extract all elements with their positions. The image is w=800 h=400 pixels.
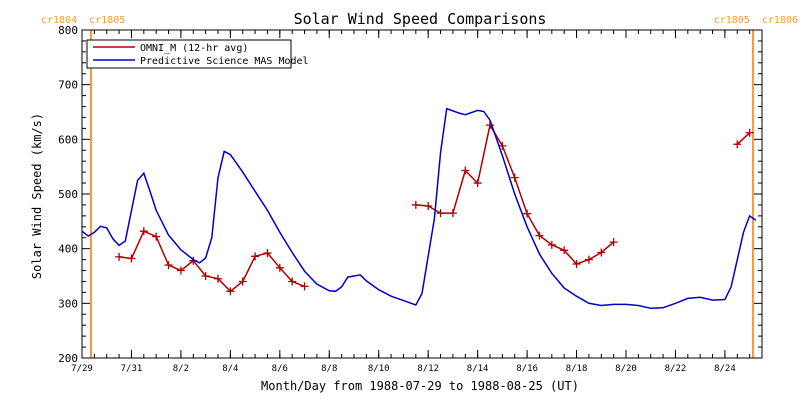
y-axis-label: Solar Wind Speed (km/s) [30, 113, 44, 279]
data-point-omni-0-2 [139, 227, 148, 236]
data-point-omni-0-3 [152, 232, 161, 241]
y-tick-label-0: 200 [58, 352, 78, 365]
y-tick-label-2: 400 [58, 243, 78, 256]
data-point-omni-0-15 [300, 282, 309, 291]
y-tick-label-6: 800 [58, 24, 78, 37]
data-point-omni-1-9 [523, 209, 532, 218]
data-point-omni-0-10 [238, 277, 247, 286]
x-tick-label-6: 8/10 [368, 364, 390, 374]
data-point-omni-0-4 [164, 261, 173, 270]
series-group [82, 107, 757, 310]
x-tick-label-12: 8/22 [665, 364, 687, 374]
data-point-omni-1-3 [448, 209, 457, 218]
data-point-omni-0-13 [275, 263, 284, 272]
legend-label-omni: OMNI_M (12-hr avg) [140, 43, 248, 54]
data-point-omni-1-4 [461, 166, 470, 175]
data-point-omni-0-1 [127, 254, 136, 263]
series-line-omni-0 [119, 230, 305, 293]
x-tick-label-7: 8/12 [417, 364, 439, 374]
data-point-omni-0-14 [288, 277, 297, 286]
data-point-omni-2-1 [745, 128, 754, 137]
x-axis-label: Month/Day from 1988-07-29 to 1988-08-25 … [261, 379, 579, 393]
x-tick-label-2: 8/2 [173, 364, 189, 374]
plot-frame [81, 29, 763, 359]
data-point-omni-0-5 [176, 266, 185, 275]
x-tick-label-13: 8/24 [714, 364, 736, 374]
legend-box [86, 39, 292, 69]
x-tick-label-11: 8/20 [615, 364, 637, 374]
data-point-omni-1-13 [572, 259, 581, 268]
data-point-omni-1-14 [584, 255, 593, 264]
data-point-omni-0-12 [263, 249, 272, 258]
data-point-omni-0-9 [226, 287, 235, 296]
data-point-omni-1-2 [436, 209, 445, 218]
carrington-label-left: cr1804 cr1805 [41, 15, 125, 26]
y-tick-label-1: 300 [58, 297, 78, 310]
x-tick-label-8: 8/14 [467, 364, 489, 374]
data-point-omni-1-12 [560, 246, 569, 255]
x-tick-label-3: 8/4 [222, 364, 238, 374]
data-point-omni-1-11 [547, 240, 556, 249]
legend: OMNI_M (12-hr avg) Predictive Science MA… [86, 39, 309, 69]
x-tick-label-4: 8/6 [272, 364, 288, 374]
data-point-omni-1-8 [510, 173, 519, 182]
data-point-omni-1-0 [411, 200, 420, 209]
data-point-omni-1-10 [535, 231, 544, 240]
y-tick-label-3: 500 [58, 188, 78, 201]
chart-title: Solar Wind Speed Comparisons [294, 10, 547, 28]
y-tick-label-5: 700 [58, 79, 78, 92]
data-point-omni-0-7 [201, 272, 210, 280]
x-tick-label-9: 8/16 [516, 364, 538, 374]
data-point-omni-0-0 [115, 252, 124, 261]
data-point-omni-2-0 [733, 140, 742, 149]
carrington-label-right: cr1805 cr1806 [714, 15, 798, 26]
data-point-omni-1-1 [424, 202, 433, 211]
data-point-omni-1-5 [473, 179, 482, 188]
data-point-omni-0-11 [251, 252, 260, 261]
x-tick-label-5: 8/8 [321, 364, 337, 374]
y-tick-label-4: 600 [58, 133, 78, 146]
series-line-omni-2 [736, 132, 751, 145]
x-tick-label-1: 7/31 [121, 364, 143, 374]
x-tick-label-10: 8/18 [566, 364, 588, 374]
data-point-omni-1-15 [597, 248, 606, 257]
x-tick-label-0: 7/29 [71, 364, 93, 374]
data-point-omni-0-8 [214, 274, 222, 283]
series-line-model-0 [82, 107, 757, 310]
axes: 200 300 400 500 600 700 800 7/29 7/31 8/2 8/4 8/6 8/… [58, 24, 763, 374]
plot-area [82, 30, 757, 358]
legend-label-model: Predictive Science MAS Model [140, 56, 309, 67]
data-point-omni-1-16 [609, 238, 618, 247]
